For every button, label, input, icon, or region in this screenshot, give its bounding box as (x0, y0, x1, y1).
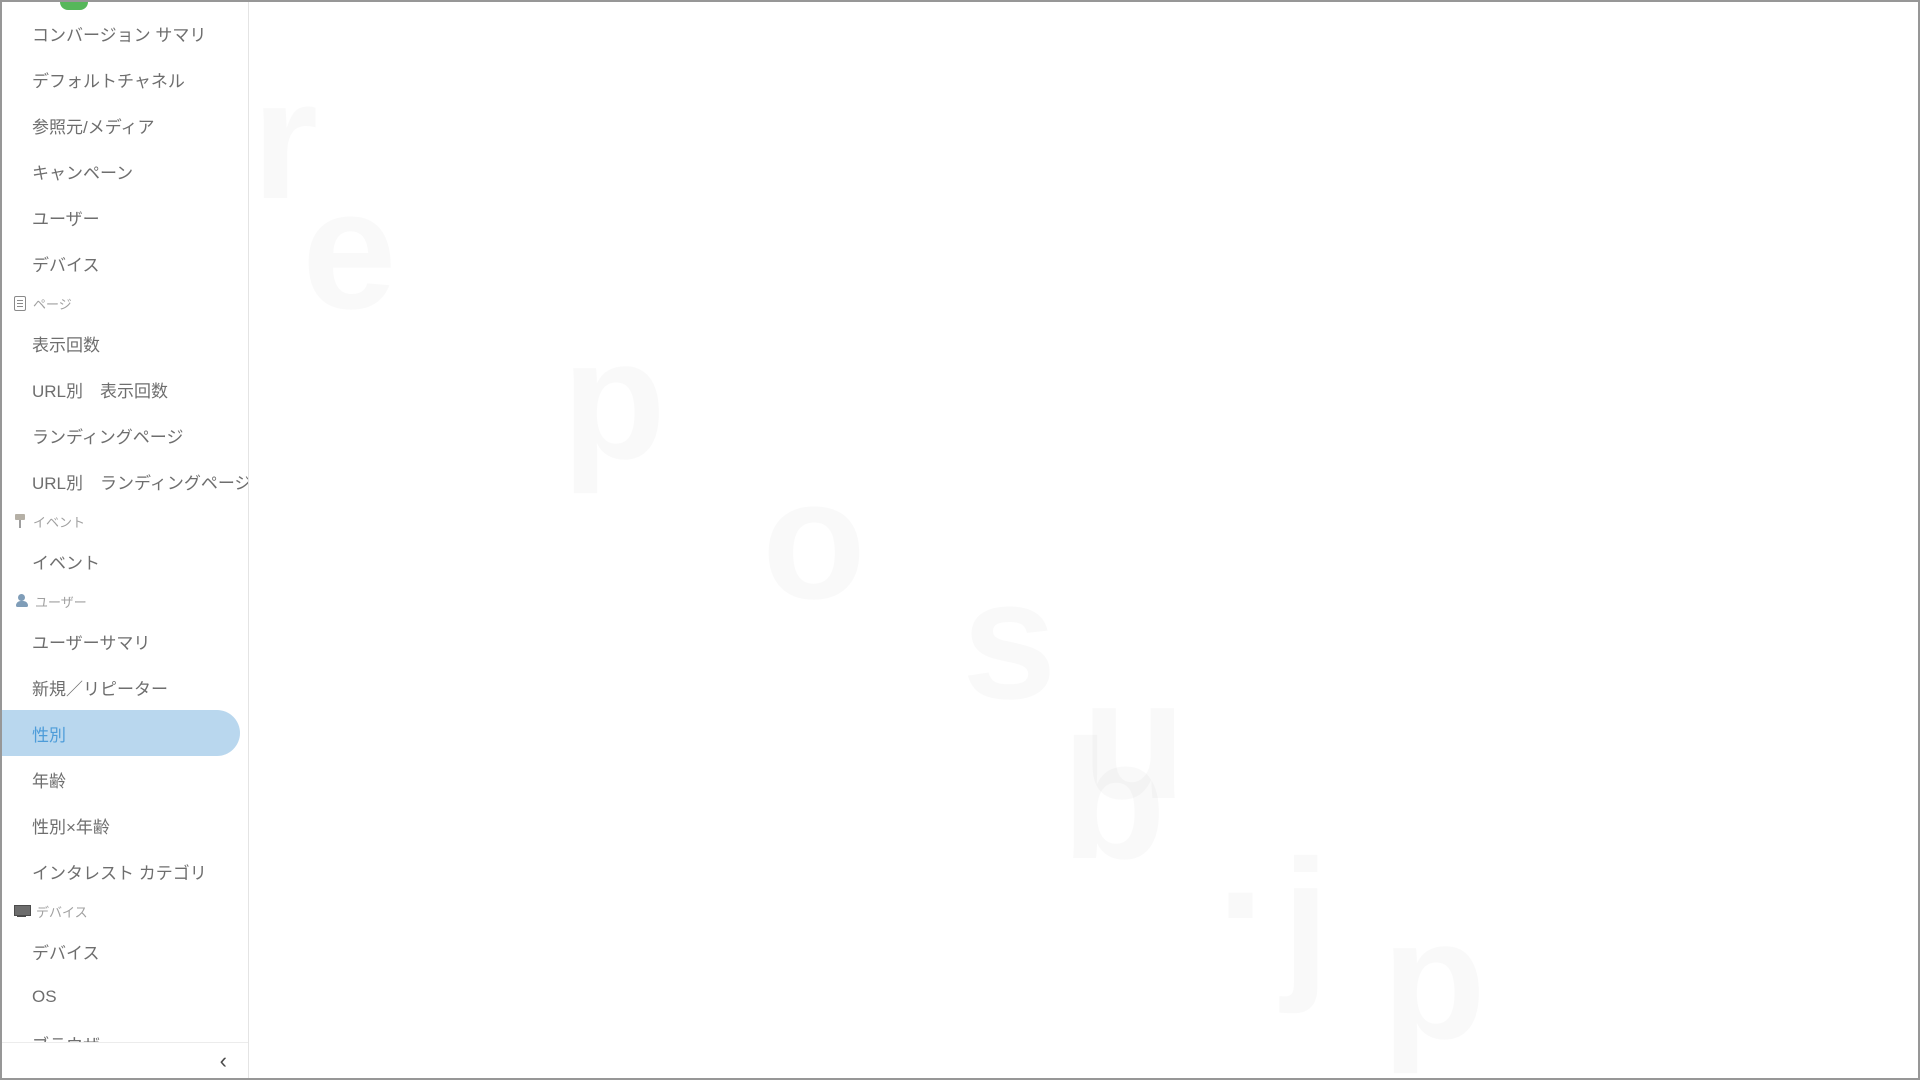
sidebar-section-label: イベント (33, 514, 86, 530)
sidebar-item-label: 参照元/メディア (32, 117, 155, 137)
sidebar: コンバージョン サマリ デフォルトチャネル 参照元/メディア キャンペーン ユー… (2, 2, 249, 1078)
section-green-icon (60, 2, 88, 10)
sidebar-item-users[interactable]: ユーザー (2, 194, 248, 240)
sidebar-collapse-bar: ‹ (2, 1042, 248, 1078)
sidebar-item-label: ランディングページ (32, 427, 184, 447)
sidebar-section-event: イベント (2, 504, 248, 538)
watermark-letter: . (1217, 762, 1264, 958)
sidebar-section-device: デバイス (2, 894, 248, 928)
sidebar-item-age[interactable]: 年齢 (2, 756, 248, 802)
sidebar-item-pageviews-by-url[interactable]: URL別 表示回数 (2, 366, 248, 412)
sidebar-item-label: キャンペーン (32, 163, 134, 183)
sidebar-item-label: 性別 (32, 725, 66, 745)
sidebar-item-label: 年齢 (32, 771, 66, 791)
sidebar-item-label: デフォルトチャネル (32, 71, 185, 91)
sidebar-item-label: ユーザー (32, 209, 100, 229)
sidebar-item-landing-page-by-url[interactable]: URL別 ランディングページ (2, 458, 248, 504)
sidebar-section-label: ページ (33, 296, 72, 312)
sidebar-item-interest-category[interactable]: インタレスト カテゴリ (2, 848, 248, 894)
sidebar-item-device2[interactable]: デバイス (2, 928, 248, 974)
watermark-letter: b (1062, 702, 1166, 898)
sidebar-item-label: コンバージョン サマリ (32, 25, 207, 45)
sidebar-item-new-returning[interactable]: 新規／リピーター (2, 664, 248, 710)
sidebar-item-label: インタレスト カテゴリ (32, 863, 207, 883)
sidebar-item-os[interactable]: OS (2, 974, 248, 1020)
sidebar-section-page: ページ (2, 286, 248, 320)
watermark-letter: o (762, 442, 866, 638)
watermark-letter: r (252, 42, 318, 238)
sidebar-item-user-summary[interactable]: ユーザーサマリ (2, 618, 248, 664)
user-icon (14, 594, 28, 608)
device-icon (14, 904, 31, 918)
sidebar-item-label: デバイス (32, 943, 100, 963)
watermark-letter: j (1282, 822, 1329, 1018)
sidebar-item-gender[interactable]: 性別 (2, 710, 240, 756)
sidebar-item-label: 性別×年齢 (32, 817, 110, 837)
sidebar-item-landing-page[interactable]: ランディングページ (2, 412, 248, 458)
sidebar-item-device[interactable]: デバイス (2, 240, 248, 286)
sidebar-item-label: URL別 表示回数 (32, 381, 169, 401)
watermark-letter: u (1082, 642, 1186, 838)
sidebar-item-label: OS (32, 987, 57, 1006)
sidebar-section-label: ユーザー (35, 594, 87, 610)
page-icon (14, 295, 26, 311)
sidebar-item-label: デバイス (32, 255, 100, 275)
sidebar-item-label: ユーザーサマリ (32, 633, 151, 653)
sidebar-item-default-channel[interactable]: デフォルトチャネル (2, 56, 248, 102)
sidebar-item-label: URL別 ランディングページ (32, 473, 249, 493)
watermark-letter: p (562, 302, 666, 498)
watermark-letter: p (1382, 882, 1486, 1078)
sidebar-item-label: イベント (32, 553, 100, 573)
sidebar-item-conversion-summary[interactable]: コンバージョン サマリ (2, 10, 248, 56)
sidebar-item-label: 表示回数 (32, 335, 100, 355)
sidebar-item-event[interactable]: イベント (2, 538, 248, 584)
sidebar-item-gender-age[interactable]: 性別×年齢 (2, 802, 248, 848)
sidebar-section-label: デバイス (36, 904, 88, 920)
watermark-letter: s (962, 542, 1057, 738)
sidebar-item-label: 新規／リピーター (32, 679, 168, 699)
collapse-sidebar-icon[interactable]: ‹ (219, 1047, 227, 1073)
sidebar-item-source-media[interactable]: 参照元/メディア (2, 102, 248, 148)
sidebar-item-campaign[interactable]: キャンペーン (2, 148, 248, 194)
sidebar-item-pageviews[interactable]: 表示回数 (2, 320, 248, 366)
watermark-letter: e (302, 152, 397, 348)
event-icon (14, 514, 26, 528)
sidebar-section-user: ユーザー (2, 584, 248, 618)
